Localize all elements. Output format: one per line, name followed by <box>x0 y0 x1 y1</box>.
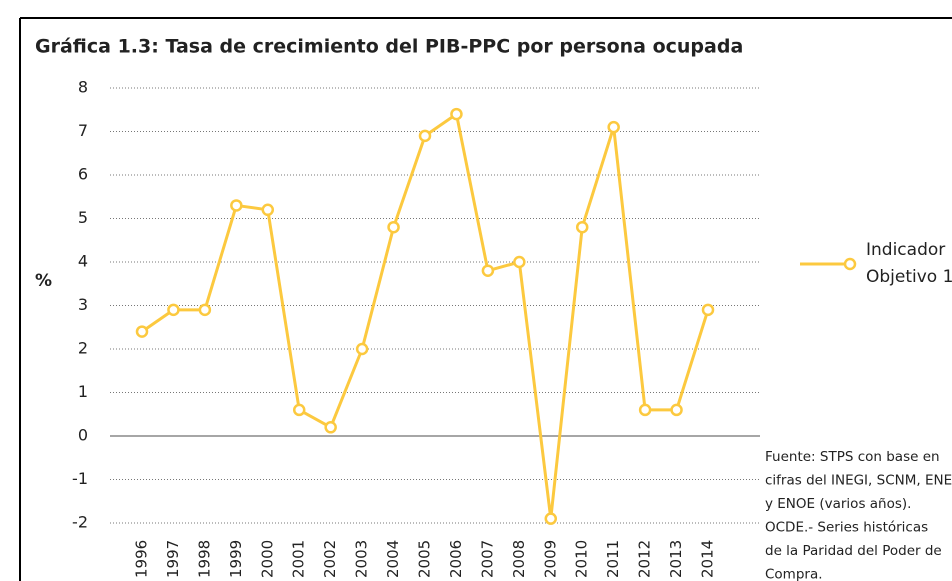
point <box>198 303 212 317</box>
y-tick-label: 3 <box>78 295 88 314</box>
point <box>638 403 652 417</box>
x-tick-label: 2005 <box>416 540 434 578</box>
source-note: cifras del INEGI, SCNM, ENE <box>765 473 952 489</box>
point <box>230 199 243 212</box>
point <box>701 303 715 317</box>
y-tick-label: -1 <box>72 469 88 488</box>
x-tick-label: 2007 <box>478 540 496 578</box>
source-note: Fuente: STPS con base en <box>765 449 940 465</box>
y-tick-label: 5 <box>78 208 88 227</box>
legend-label: Indicador <box>866 240 945 260</box>
x-tick-label: 2012 <box>636 540 654 578</box>
point <box>167 303 180 317</box>
x-tick-label: 2009 <box>541 540 559 578</box>
point <box>292 403 306 417</box>
point <box>324 421 337 434</box>
y-tick-label: 7 <box>78 121 88 140</box>
x-tick-label: 2010 <box>573 540 591 578</box>
y-tick-label: 1 <box>78 382 88 401</box>
x-tick-label: 1998 <box>195 540 213 578</box>
x-tick-label: 2000 <box>258 540 276 578</box>
x-tick-label: 2002 <box>321 540 339 578</box>
point <box>607 120 620 134</box>
y-tick-label: -2 <box>72 513 88 532</box>
y-tick-label: 0 <box>78 426 88 445</box>
point <box>513 255 526 269</box>
x-tick-label: 2006 <box>447 540 465 578</box>
point <box>418 129 432 143</box>
x-tick-label: 1999 <box>227 540 245 578</box>
legend-marker <box>843 257 857 271</box>
point <box>387 220 400 234</box>
point <box>450 107 463 121</box>
y-tick-label: 2 <box>78 339 88 358</box>
legend-label: Objetivo 1 <box>866 267 952 287</box>
x-tick-label: 2001 <box>290 540 308 578</box>
y-axis-label: % <box>35 271 52 291</box>
point <box>670 403 683 417</box>
x-tick-label: 1997 <box>164 540 182 578</box>
source-note: OCDE.- Series históricas <box>765 520 928 536</box>
x-tick-label: 2014 <box>699 540 717 578</box>
point <box>481 264 495 277</box>
point <box>355 342 369 356</box>
x-tick-label: 2004 <box>384 540 402 578</box>
x-tick-label: 2013 <box>667 540 685 578</box>
point <box>544 512 558 525</box>
y-tick-label: 6 <box>78 165 88 184</box>
source-note: Compra. <box>765 567 823 581</box>
chart-title: Gráfica 1.3: Tasa de crecimiento del PIB… <box>35 36 743 58</box>
x-tick-label: 2003 <box>353 540 371 578</box>
x-tick-label: 1996 <box>133 540 151 578</box>
source-note: y ENOE (varios años). <box>765 496 911 512</box>
point <box>261 203 275 217</box>
y-tick-label: 8 <box>78 78 88 97</box>
x-tick-label: 2011 <box>604 540 622 578</box>
source-note: de la Paridad del Poder de <box>765 543 942 559</box>
point <box>135 325 149 338</box>
point <box>575 220 589 234</box>
y-tick-label: 4 <box>78 252 88 271</box>
x-tick-label: 2008 <box>510 540 528 578</box>
